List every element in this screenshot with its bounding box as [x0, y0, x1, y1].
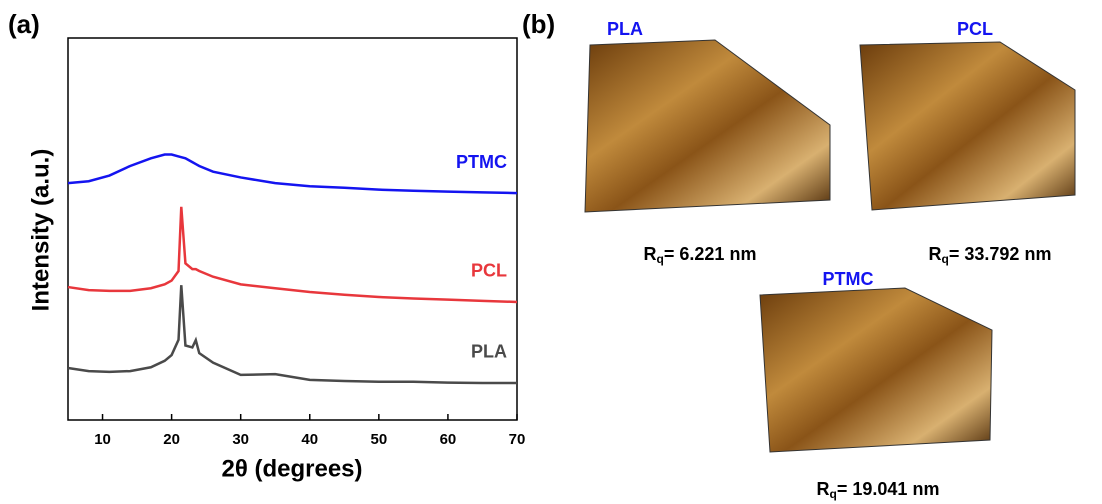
roughness-label: Rq= 19.041 nm: [817, 479, 940, 501]
data-line: [67, 285, 517, 385]
x-tick-label: 20: [163, 431, 180, 448]
subscript: q: [657, 252, 664, 266]
x-tick-label: 60: [440, 431, 457, 448]
afm-image: [859, 41, 1076, 211]
symbol: R: [644, 244, 657, 264]
value: = 33.792 nm: [949, 244, 1052, 264]
roughness-label: Rq= 6.221 nm: [644, 244, 757, 266]
image-title: PCL: [957, 19, 993, 39]
afm-image: [584, 39, 831, 213]
value: = 6.221 nm: [664, 244, 757, 264]
panel-label: (b): [522, 9, 555, 39]
data-line: [67, 153, 518, 195]
subscript: q: [942, 252, 949, 266]
series-label: PLA: [471, 342, 507, 362]
image-title: PLA: [607, 19, 643, 39]
x-tick-label: 10: [94, 431, 111, 448]
data-line: [67, 206, 518, 304]
symbol: R: [817, 479, 830, 499]
plot-frame: [67, 37, 518, 421]
x-tick-label: 70: [509, 431, 526, 448]
afm-image: [759, 287, 993, 453]
x-tick-label: 40: [301, 431, 318, 448]
series-label: PTMC: [456, 152, 507, 172]
y-axis-label: Intensity (a.u.): [27, 149, 54, 312]
series-label: PCL: [471, 261, 507, 281]
subscript: q: [830, 487, 837, 501]
x-axis-label: 2θ (degrees): [221, 455, 362, 482]
symbol: R: [929, 244, 942, 264]
x-tick-label: 50: [371, 431, 388, 448]
value: = 19.041 nm: [837, 479, 940, 499]
roughness-label: Rq= 33.792 nm: [929, 244, 1052, 266]
image-title: PTMC: [823, 269, 874, 289]
panel-label: (a): [8, 9, 40, 39]
x-tick-label: 30: [232, 431, 249, 448]
